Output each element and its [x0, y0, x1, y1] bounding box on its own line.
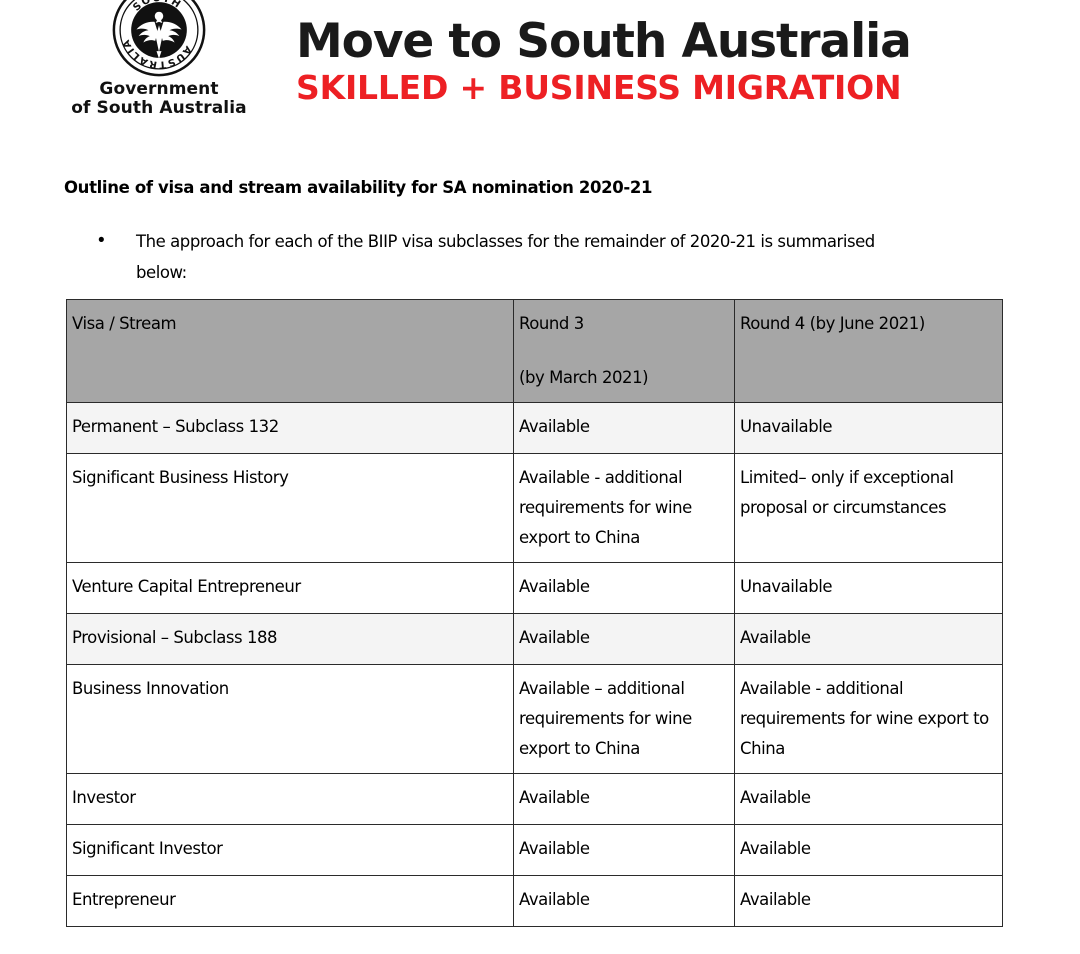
table-header-row: Visa / Stream Round 3 (by March 2021) Round…: [66, 299, 1003, 403]
cell-round-4: Available: [734, 875, 1003, 927]
page-banner: SOUTH AUSTRALIA Government of South Aust…: [0, 0, 1080, 140]
cell-round-3: Available – additional requirements for …: [513, 664, 735, 774]
table-row: Significant Business History Available - …: [66, 453, 1003, 563]
cell-visa-stream: Business Innovation: [66, 664, 514, 774]
intro-bullet-item: • The approach for each of the BIIP visa…: [98, 226, 928, 288]
cell-round-3: Available: [513, 824, 735, 876]
intro-paragraph: The approach for each of the BIIP visa s…: [136, 232, 875, 282]
cell-visa-stream: Entrepreneur: [66, 875, 514, 927]
cell-visa-stream: Provisional – Subclass 188: [66, 613, 514, 665]
column-header-1: Visa / Stream: [66, 299, 514, 403]
table-row: Investor Available Available: [66, 773, 1003, 825]
gov-line-2: of South Australia: [71, 98, 247, 118]
column-header-3: Round 4 (by June 2021): [734, 299, 1003, 403]
visa-availability-table: Visa / Stream Round 3 (by March 2021) Round…: [66, 299, 1003, 927]
banner-title-sub: SKILLED + BUSINESS MIGRATION: [296, 68, 902, 107]
cell-round-3: Available: [513, 402, 735, 454]
banner-title-block: Move to South Australia SKILLED + BUSINE…: [296, 14, 912, 107]
cell-round-4: Available: [734, 773, 1003, 825]
column-header-2: Round 3 (by March 2021): [513, 299, 735, 403]
government-logo-block: SOUTH AUSTRALIA Government of South Aust…: [64, 0, 254, 118]
column-header-label: Round 4 (by June 2021): [740, 314, 925, 333]
cell-round-4: Unavailable: [734, 402, 1003, 454]
cell-round-4: Available: [734, 824, 1003, 876]
column-header-label: Visa / Stream: [72, 314, 177, 333]
table-group-row: Provisional – Subclass 188 Available Avail…: [66, 613, 1003, 665]
table-group-row: Permanent – Subclass 132 Available Unavail…: [66, 402, 1003, 454]
cell-round-3: Available: [513, 875, 735, 927]
cell-round-3: Available: [513, 613, 735, 665]
cell-visa-stream: Venture Capital Entrepreneur: [66, 562, 514, 614]
cell-round-4: Limited– only if exceptional proposal or…: [734, 453, 1003, 563]
bullet-marker-icon: •: [98, 230, 105, 251]
cell-round-4: Available - additional requirements for …: [734, 664, 1003, 774]
banner-title-main: Move to South Australia: [296, 14, 912, 69]
cell-round-3: Available: [513, 773, 735, 825]
table-row: Significant Investor Available Available: [66, 824, 1003, 876]
government-wordmark: Government of South Australia: [64, 80, 254, 118]
cell-round-4: Available: [734, 613, 1003, 665]
table-row: Business Innovation Available – additiona…: [66, 664, 1003, 774]
column-header-label: Round 3: [519, 314, 584, 333]
cell-visa-stream: Significant Business History: [66, 453, 514, 563]
cell-visa-stream: Permanent – Subclass 132: [66, 402, 514, 454]
page-title: Outline of visa and stream availability …: [64, 178, 653, 197]
cell-visa-stream: Significant Investor: [66, 824, 514, 876]
table-row: Entrepreneur Available Available: [66, 875, 1003, 927]
table-row: Venture Capital Entrepreneur Available Una…: [66, 562, 1003, 614]
column-header-sublabel: (by March 2021): [519, 368, 649, 387]
cell-round-3: Available - additional requirements for …: [513, 453, 735, 563]
cell-round-3: Available: [513, 562, 735, 614]
cell-round-4: Unavailable: [734, 562, 1003, 614]
south-australia-crest-icon: SOUTH AUSTRALIA: [111, 0, 207, 78]
cell-visa-stream: Investor: [66, 773, 514, 825]
gov-line-1: Government: [99, 79, 219, 99]
